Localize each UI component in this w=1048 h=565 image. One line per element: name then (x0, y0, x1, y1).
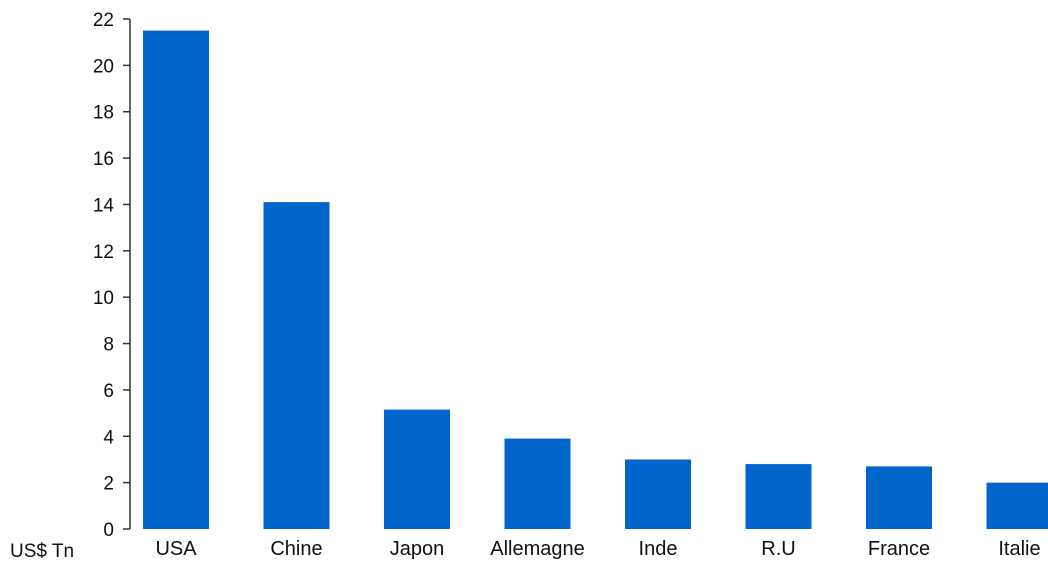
y-unit-label: US$ Tn (10, 541, 74, 562)
x-category-label: France (868, 538, 930, 560)
y-ticks-group: 0 2 4 6 8 10 12 14 16 18 20 22 (93, 10, 130, 541)
y-tick-label: 2 (103, 474, 114, 495)
y-tick-label: 12 (93, 242, 114, 263)
y-tick-label: 14 (93, 195, 115, 216)
y-tick-label: 18 (93, 103, 114, 124)
bar-france (866, 466, 932, 529)
bar-usa (143, 30, 209, 529)
bar-italie (986, 482, 1048, 529)
y-tick-label: 20 (93, 56, 114, 77)
bar-japon (384, 409, 450, 529)
x-category-label: Italie (998, 538, 1040, 560)
x-category-label: USA (155, 538, 197, 560)
y-tick-label: 4 (103, 427, 114, 448)
x-labels-group: USA Chine Japon Allemagne Inde R.U France Itali… (155, 538, 1040, 560)
x-category-label: Japon (390, 538, 445, 560)
bar-chine (263, 202, 330, 530)
y-tick-label: 22 (93, 10, 114, 31)
bars-group (143, 30, 1048, 530)
y-tick-label: 6 (103, 381, 114, 402)
x-category-label: Allemagne (490, 538, 585, 560)
y-tick-label: 8 (103, 335, 114, 356)
y-tick-label: 10 (93, 288, 114, 309)
x-category-label: R.U (761, 538, 795, 560)
x-category-label: Inde (639, 538, 678, 560)
bar-inde (625, 459, 691, 529)
bar-allemagne (504, 438, 571, 529)
y-tick-label: 0 (103, 520, 114, 541)
bar-r-u (745, 464, 812, 529)
y-tick-label: 16 (93, 149, 114, 170)
x-category-label: Chine (270, 538, 322, 560)
